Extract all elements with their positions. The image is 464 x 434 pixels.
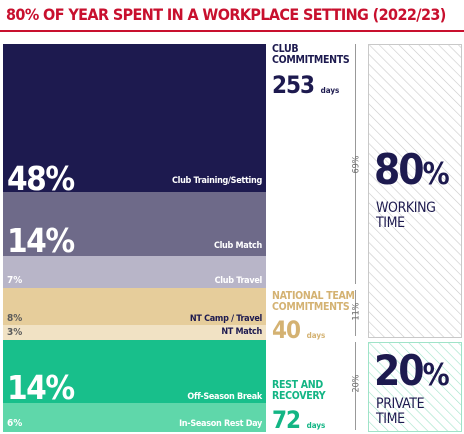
category-label-nt-match: NT Match xyxy=(221,327,262,337)
band-club-travel: 7% Club Travel xyxy=(3,256,266,288)
total-box-working: 80% WORKING TIME xyxy=(368,44,462,338)
hatch-fill-working xyxy=(368,44,462,338)
category-label-club-training: Club Training/Setting xyxy=(171,176,262,186)
total-working-pct: % xyxy=(422,157,450,192)
total-private-value: 20% xyxy=(374,350,450,393)
band-nt-camp: 8% NT Camp / Travel xyxy=(3,288,266,325)
group-label-rest: REST AND RECOVERY xyxy=(272,379,326,403)
chart-title: 80% OF YEAR SPENT IN A WORKPLACE SETTING… xyxy=(6,5,446,24)
band-offseason-break: 14% Off-Season Break xyxy=(3,340,266,403)
pct-label-nt-match: 3% xyxy=(7,327,23,338)
band-nt-match: 3% NT Match xyxy=(3,325,266,340)
bracket-line-rest xyxy=(355,342,356,430)
total-private-number: 20 xyxy=(374,346,425,395)
hatch-fill-private xyxy=(368,342,462,432)
band-club-training: 48% Club Training/Setting xyxy=(3,44,266,192)
bracket-line-club xyxy=(355,44,356,284)
band-inseason-rest: 6% In-Season Rest Day xyxy=(3,403,266,432)
title-rule xyxy=(0,30,464,32)
total-private-label-line-1: PRIVATE xyxy=(376,396,425,412)
total-working-label: WORKING TIME xyxy=(376,200,436,231)
pct-label-nt-camp: 8% xyxy=(7,313,23,324)
pct-label-inseason-rest: 6% xyxy=(7,418,23,429)
group-days-club-value: 253 xyxy=(272,71,315,99)
total-private-label-line-2: TIME xyxy=(376,410,405,427)
share-label-rest: 20% xyxy=(351,374,362,393)
group-days-nt-value: 40 xyxy=(272,316,301,344)
group-label-club: CLUB COMMITMENTS xyxy=(272,43,350,67)
category-label-nt-camp: NT Camp / Travel xyxy=(189,314,262,324)
share-label-club: 69% xyxy=(351,155,362,174)
total-working-label-line-1: WORKING xyxy=(376,200,436,216)
total-working-value: 80% xyxy=(374,149,450,192)
category-label-club-match: Club Match xyxy=(213,241,262,251)
group-days-club-unit: days xyxy=(320,86,340,95)
pct-label-offseason-break: 14% xyxy=(7,368,75,403)
category-label-offseason-break: Off-Season Break xyxy=(187,392,262,402)
pct-label-club-training: 48% xyxy=(7,159,75,192)
group-days-rest-value: 72 xyxy=(272,406,301,434)
group-days-nt-unit: days xyxy=(306,331,326,340)
total-working-label-line-2: TIME xyxy=(376,214,405,231)
category-label-club-travel: Club Travel xyxy=(214,276,263,286)
group-label-nt: NATIONAL TEAM COMMITMENTS xyxy=(272,290,355,314)
category-label-inseason-rest: In-Season Rest Day xyxy=(179,419,262,429)
group-days-club: 253 days xyxy=(272,73,339,97)
share-label-nt: 11% xyxy=(351,302,362,321)
total-working-number: 80 xyxy=(374,145,425,194)
total-box-private: 20% PRIVATE TIME xyxy=(368,342,462,432)
pct-label-club-match: 14% xyxy=(7,221,75,256)
group-days-nt: 40 days xyxy=(272,318,325,342)
group-days-rest-unit: days xyxy=(306,421,326,430)
total-private-pct: % xyxy=(422,358,450,393)
group-days-rest: 72 days xyxy=(272,408,325,432)
total-private-label: PRIVATE TIME xyxy=(376,396,425,427)
pct-label-club-travel: 7% xyxy=(7,275,23,286)
bracket-line-nt xyxy=(355,290,356,336)
band-club-match: 14% Club Match xyxy=(3,192,266,256)
